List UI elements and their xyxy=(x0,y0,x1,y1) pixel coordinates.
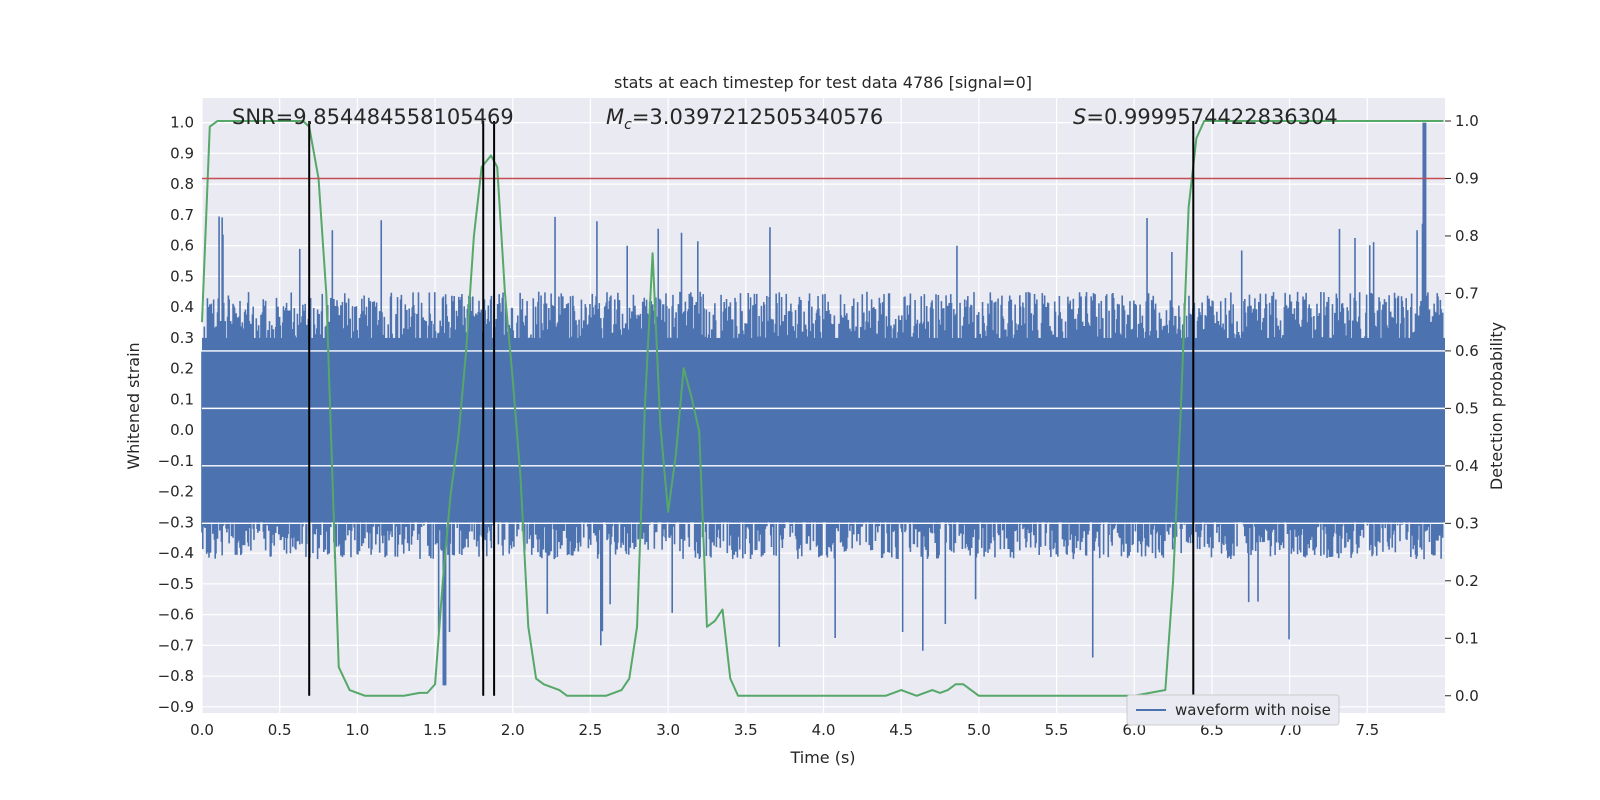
y-tick-label: 0.2 xyxy=(170,360,194,378)
y-tick-label: 0.9 xyxy=(170,144,194,162)
y-tick-label: 0.0 xyxy=(170,421,194,439)
y-tick-label: 1.0 xyxy=(170,114,194,132)
chirp-mass-annotation: Mc=3.0397212505340576 xyxy=(606,105,883,133)
y-tick-label: −0.3 xyxy=(158,513,194,531)
y-tick-label: −0.8 xyxy=(158,667,194,685)
score-symbol: S xyxy=(1073,105,1086,129)
x-tick-label: 5.0 xyxy=(967,721,991,739)
y2-axis-label: Detection probability xyxy=(1487,322,1506,490)
y-tick-label: −0.2 xyxy=(158,483,194,501)
y2-axis-ticks: 1.0 0.9 0.8 0.7 0.6 0.5 0.4 0.3 0.2 0.1 0.0 xyxy=(1445,112,1479,705)
x-axis-ticks: 0.0 0.5 1.0 1.5 2.0 2.5 3.0 3.5 4.0 4.5 5.0 5.5 6.0 6… xyxy=(190,721,1379,739)
legend-label: waveform with noise xyxy=(1175,701,1331,719)
y-tick-label: 0.6 xyxy=(170,237,194,255)
y-tick-label: 0.7 xyxy=(170,206,194,224)
y2-tick-label: 0.2 xyxy=(1455,572,1479,590)
vertical-markers xyxy=(308,120,1195,696)
y2-tick-label: 0.8 xyxy=(1455,227,1479,245)
chirp-mass-subscript: c xyxy=(624,117,632,133)
y-tick-label: −0.1 xyxy=(158,452,194,470)
score-annotation: S=0.9999574422836304 xyxy=(1073,105,1338,129)
y-tick-label: −0.4 xyxy=(158,544,194,562)
probability-series xyxy=(201,119,1444,697)
x-tick-label: 2.5 xyxy=(579,721,603,739)
chart-title: stats at each timestep for test data 478… xyxy=(614,73,1032,92)
x-tick-label: 0.5 xyxy=(268,721,292,739)
y-tick-label: 0.5 xyxy=(170,267,194,285)
x-tick-label: 4.5 xyxy=(889,721,913,739)
y-tick-label: 0.1 xyxy=(170,390,194,408)
right-axis-grid xyxy=(202,350,1445,525)
chirp-mass-value: =3.0397212505340576 xyxy=(632,105,883,129)
y-tick-label: −0.6 xyxy=(158,606,194,624)
waveform-core xyxy=(202,337,1445,523)
y-tick-label: −0.7 xyxy=(158,636,194,654)
y2-tick-label: 0.4 xyxy=(1455,457,1479,475)
y-tick-label: −0.5 xyxy=(158,575,194,593)
probability-line xyxy=(201,119,1444,697)
y2-tick-label: 0.0 xyxy=(1455,687,1479,705)
y-tick-label: 0.3 xyxy=(170,329,194,347)
y2-tick-label: 0.7 xyxy=(1455,284,1479,302)
x-tick-label: 1.5 xyxy=(423,721,447,739)
y-axis-ticks: 1.0 0.9 0.8 0.7 0.6 0.5 0.4 0.3 0.2 0.1 0.0 −0.1 −0.… xyxy=(158,114,194,716)
y2-tick-label: 0.5 xyxy=(1455,399,1479,417)
x-tick-label: 4.0 xyxy=(812,721,836,739)
x-tick-label: 0.0 xyxy=(190,721,214,739)
x-tick-label: 2.0 xyxy=(501,721,525,739)
y-tick-label: −0.9 xyxy=(158,698,194,716)
waveform-series xyxy=(201,122,1445,686)
y2-tick-label: 0.3 xyxy=(1455,514,1479,532)
x-tick-label: 7.5 xyxy=(1355,721,1379,739)
legend: waveform with noise xyxy=(1126,694,1340,726)
chirp-mass-symbol: M xyxy=(606,105,624,129)
x-axis-label: Time (s) xyxy=(789,748,855,767)
score-value: =0.9999574422836304 xyxy=(1086,105,1337,129)
y2-tick-label: 1.0 xyxy=(1455,112,1479,130)
x-tick-label: 3.0 xyxy=(656,721,680,739)
x-tick-label: 1.0 xyxy=(345,721,369,739)
y2-tick-label: 0.6 xyxy=(1455,342,1479,360)
x-tick-label: 3.5 xyxy=(734,721,758,739)
legend-box xyxy=(1126,694,1340,726)
x-tick-label: 5.5 xyxy=(1045,721,1069,739)
y-tick-label: 0.4 xyxy=(170,298,194,316)
y2-tick-label: 0.1 xyxy=(1455,629,1479,647)
snr-annotation: SNR=9.854484558105469 xyxy=(232,105,514,129)
y-tick-label: 0.8 xyxy=(170,175,194,193)
y-axis-label: Whitened strain xyxy=(124,342,143,469)
y2-tick-label: 0.9 xyxy=(1455,169,1479,187)
